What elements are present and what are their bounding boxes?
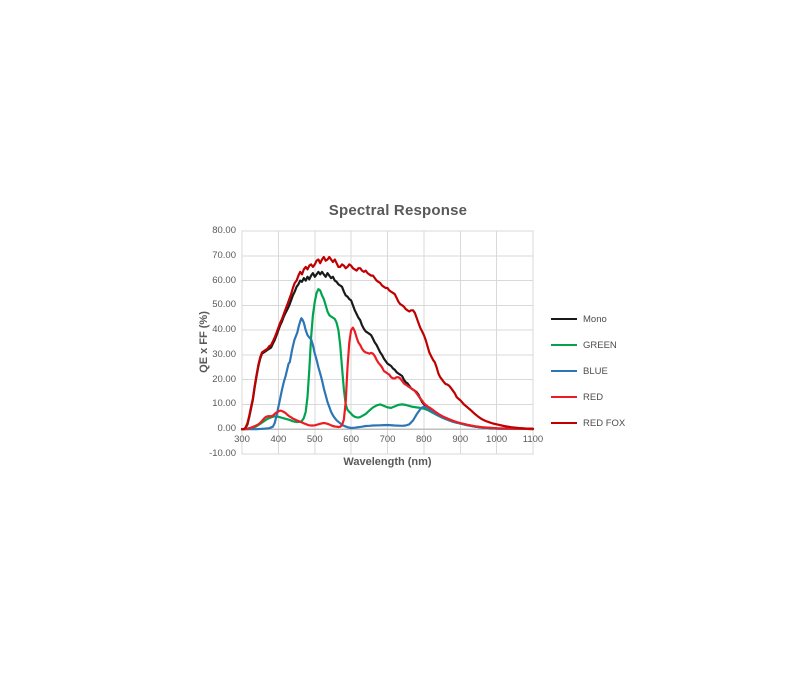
legend-line-swatch (551, 395, 577, 399)
x-tick-label: 500 (306, 434, 323, 446)
legend-label: RED (583, 391, 604, 403)
legend-item-mono: Mono (551, 306, 625, 332)
legend-line-swatch (551, 343, 577, 347)
legend-line-swatch (551, 317, 577, 321)
chart-legend: Mono GREEN BLUE RED RED FOX (551, 306, 625, 436)
x-tick-label: 800 (415, 434, 432, 446)
legend-label: GREEN (583, 339, 617, 351)
y-tick-label: 0.00 (217, 423, 237, 435)
x-tick-label: 900 (452, 434, 469, 446)
y-tick-label: 80.00 (212, 225, 236, 236)
legend-item-blue: BLUE (551, 358, 625, 384)
series-line-blue (240, 317, 535, 431)
legend-label: BLUE (583, 365, 608, 377)
x-tick-label: 600 (343, 434, 360, 446)
y-tick-label: 40.00 (212, 324, 236, 336)
x-tick-label: 1100 (522, 434, 544, 446)
series-line-red-fox (240, 255, 535, 431)
y-tick-label: 10.00 (212, 398, 236, 410)
legend-item-green: GREEN (551, 332, 625, 358)
legend-item-red-fox: RED FOX (551, 410, 625, 436)
x-axis-title: Wavelength (nm) (343, 456, 432, 468)
legend-label: Mono (583, 313, 607, 325)
y-tick-label: 70.00 (212, 249, 236, 261)
x-tick-label: 1000 (486, 434, 508, 446)
y-tick-label: 30.00 (212, 348, 236, 360)
y-tick-label: -10.00 (209, 448, 236, 459)
legend-item-red: RED (551, 384, 625, 410)
x-tick-label: 300 (234, 434, 250, 446)
legend-label: RED FOX (583, 417, 626, 429)
x-tick-label: 700 (379, 434, 396, 446)
chart-title: Spectral Response (328, 202, 468, 219)
y-tick-label: 20.00 (212, 373, 236, 385)
series-line-red (240, 326, 535, 431)
y-tick-label: 50.00 (212, 299, 236, 311)
x-tick-label: 400 (270, 434, 287, 446)
y-tick-label: 60.00 (212, 274, 236, 286)
legend-line-swatch (551, 421, 577, 425)
legend-line-swatch (551, 369, 577, 373)
plot-border (241, 230, 534, 455)
